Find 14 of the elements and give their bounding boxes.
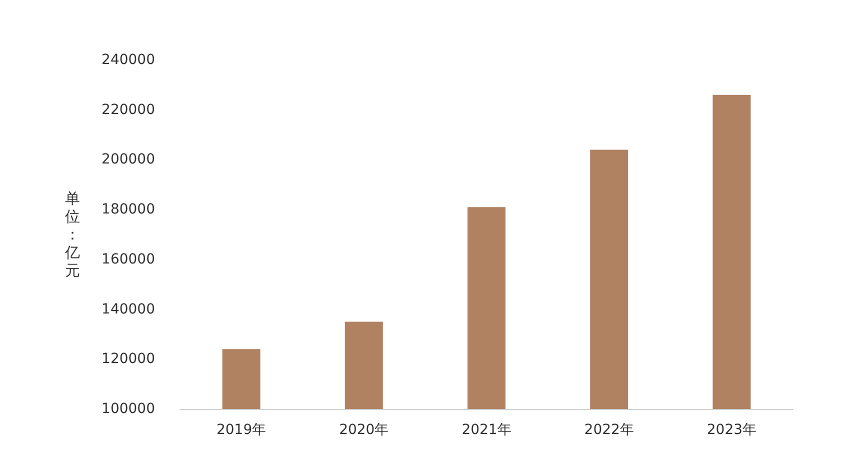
y-tick-label: 100000 xyxy=(102,401,155,417)
x-tick-label: 2023年 xyxy=(706,422,757,438)
y-tick-label: 240000 xyxy=(102,52,155,68)
x-tick-label: 2022年 xyxy=(584,422,634,438)
y-tick-label: 160000 xyxy=(102,251,155,268)
y-tick-label: 220000 xyxy=(102,102,155,118)
x-tick-label: 2020年 xyxy=(339,422,389,438)
x-tick-label: 2021年 xyxy=(462,422,512,438)
y-axis-title: 单位：亿元 xyxy=(64,190,80,280)
y-tick-label: 200000 xyxy=(102,152,155,168)
y-tick-label: 180000 xyxy=(102,202,155,218)
y-tick-label: 120000 xyxy=(102,351,155,368)
y-tick-label: 140000 xyxy=(102,301,155,318)
x-tick-label: 2019年 xyxy=(216,422,266,438)
